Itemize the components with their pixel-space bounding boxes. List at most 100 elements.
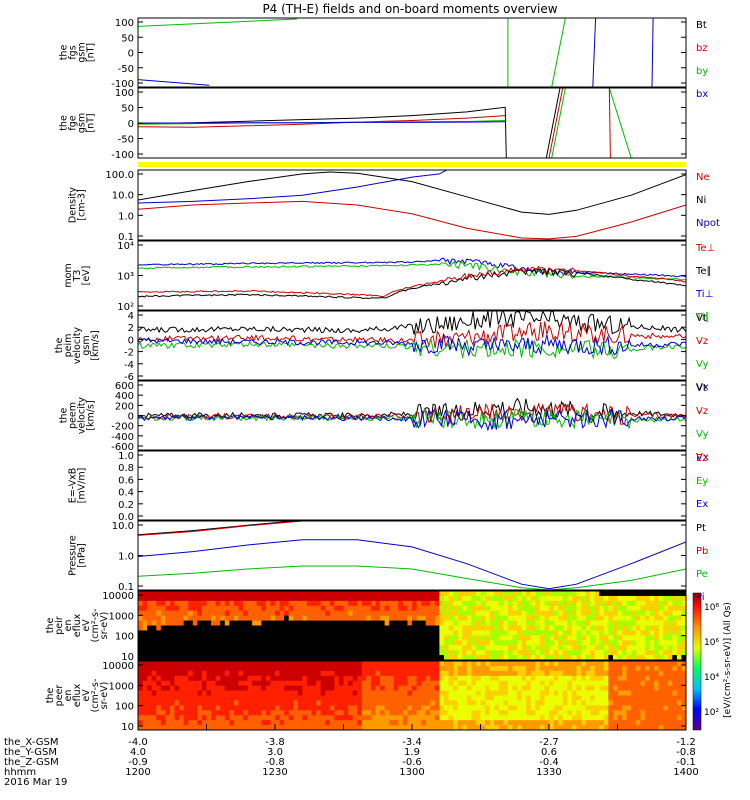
density-ytick-label: 0.1: [118, 232, 134, 243]
peir-spectrogram-cell: [238, 615, 244, 621]
peir-spectrogram-cell: [238, 600, 244, 607]
peir-spectrogram-cell: [585, 615, 591, 621]
peir-spectrogram-cell: [475, 615, 481, 621]
peir-spectrogram-cell: [338, 615, 344, 621]
pressure-lines: [138, 521, 686, 590]
peer-spectrogram-cell: [329, 705, 335, 711]
peir-spectrogram-cell: [681, 655, 687, 661]
spectrogram-layer: [138, 591, 687, 731]
peir-spectrogram-cell: [681, 650, 687, 656]
peer-spectrogram-cell: [635, 710, 641, 716]
peer-spectrogram-cell: [311, 725, 317, 731]
peir-spectrogram-cell: [306, 595, 312, 602]
peer-spectrogram-cell: [430, 680, 436, 687]
peir-spectrogram-cell: [407, 630, 413, 636]
peer-spectrogram-cell: [640, 710, 646, 716]
peer-spectrogram-cell: [521, 670, 527, 677]
peer-spectrogram-cell: [370, 705, 376, 711]
peir-spectrogram-cell: [169, 595, 175, 602]
peer-spectrogram-cell: [521, 715, 527, 721]
peir-spectrogram-cell: [279, 655, 285, 661]
peer-spectrogram-cell: [147, 710, 153, 716]
peer-spectrogram-cell: [220, 720, 226, 726]
peer-spectrogram-cell: [316, 690, 322, 696]
peer-spectrogram-cell: [220, 685, 226, 691]
peer-spectrogram-cell: [138, 675, 143, 682]
peir-spectrogram-cell: [279, 615, 285, 621]
peer-spectrogram-cell: [580, 715, 586, 721]
peer-spectrogram-cell: [585, 680, 591, 687]
peir-spectrogram-cell: [672, 645, 678, 651]
peir-spectrogram-cell: [270, 635, 276, 641]
peer-spectrogram-cell: [384, 661, 390, 667]
peer-spectrogram-cell: [535, 690, 541, 696]
efield-ylabel-line: [mV/m]: [77, 468, 88, 504]
peer-spectrogram-cell: [329, 665, 335, 672]
peir-spectrogram-cell: [489, 600, 495, 607]
peer-spectrogram-cell: [297, 715, 303, 721]
peer-spectrogram-cell: [485, 665, 491, 672]
peer-spectrogram-cell: [343, 700, 349, 706]
peer-spectrogram-cell: [407, 700, 413, 706]
peir-spectrogram-cell: [576, 635, 582, 641]
peer-spectrogram-cell: [416, 670, 422, 677]
peer-spectrogram-cell: [585, 715, 591, 721]
peir-spectrogram-cell: [521, 640, 527, 646]
peir-spectrogram-cell: [211, 655, 217, 661]
peer-spectrogram-cell: [667, 705, 673, 711]
peir-spectrogram-cell: [412, 630, 417, 636]
fgs-series-bx: [592, 18, 597, 87]
peer-spectrogram-cell: [654, 685, 659, 691]
peer-spectrogram-cell: [179, 685, 185, 691]
peir-spectrogram-cell: [302, 630, 308, 636]
peir-spectrogram-cell: [201, 635, 207, 641]
peer-spectrogram-cell: [380, 665, 385, 672]
peir-spectrogram-cell: [649, 605, 655, 612]
peer-spectrogram-cell: [608, 675, 614, 682]
peir-spectrogram-cell: [348, 600, 354, 607]
peer-spectrogram-cell: [553, 661, 559, 667]
peir-spectrogram-cell: [370, 595, 376, 602]
peer-spectrogram-cell: [352, 715, 358, 721]
peir-spectrogram-cell: [293, 645, 299, 651]
peer-spectrogram-cell: [375, 680, 381, 687]
peir-spectrogram-cell: [183, 640, 189, 646]
peir-spectrogram-cell: [562, 655, 568, 661]
peer-spectrogram-cell: [644, 725, 650, 731]
peir-spectrogram-cell: [631, 591, 637, 597]
peer-spectrogram-cell: [156, 665, 162, 672]
peir-spectrogram-cell: [284, 650, 290, 656]
peir-spectrogram-cell: [425, 615, 431, 621]
peir-spectrogram-cell: [247, 645, 253, 651]
peer-spectrogram-cell: [571, 705, 577, 711]
peer-spectrogram-cell: [667, 665, 673, 672]
peer-spectrogram-cell: [357, 695, 363, 701]
peem-ytick-label: 400: [115, 391, 134, 402]
peir-spectrogram-cell: [457, 645, 463, 651]
peer-spectrogram-cell: [297, 695, 303, 701]
peir-spectrogram-cell: [448, 650, 454, 656]
peir-spectrogram-cell: [631, 605, 637, 612]
peer-spectrogram-cell: [402, 661, 408, 667]
peer-spectrogram-cell: [270, 665, 276, 672]
peer-spectrogram-cell: [489, 680, 495, 687]
peer-spectrogram-cell: [197, 661, 203, 667]
peer-spectrogram-cell: [288, 710, 294, 716]
peir-spectrogram-cell: [507, 625, 513, 631]
xaxis-row-value: 1.9: [404, 747, 420, 758]
peer-spectrogram-cell: [316, 710, 322, 716]
peir-spectrogram-cell: [265, 635, 271, 641]
peir-spectrogram-cell: [380, 605, 385, 612]
peir-spectrogram-cell: [512, 640, 518, 646]
peir-spectrogram-cell: [626, 615, 632, 621]
peer-spectrogram-cell: [549, 720, 554, 726]
peer-spectrogram-cell: [498, 695, 504, 701]
peer-spectrogram-cell: [252, 685, 258, 691]
peir-spectrogram-cell: [626, 640, 632, 646]
peir-spectrogram-cell: [343, 655, 349, 661]
peer-spectrogram-cell: [338, 670, 344, 677]
peir-spectrogram-cell: [275, 591, 280, 597]
peir-spectrogram-cell: [503, 645, 509, 651]
peer-spectrogram-cell: [425, 670, 431, 677]
efield-ytick-label: 0.8: [118, 463, 134, 474]
